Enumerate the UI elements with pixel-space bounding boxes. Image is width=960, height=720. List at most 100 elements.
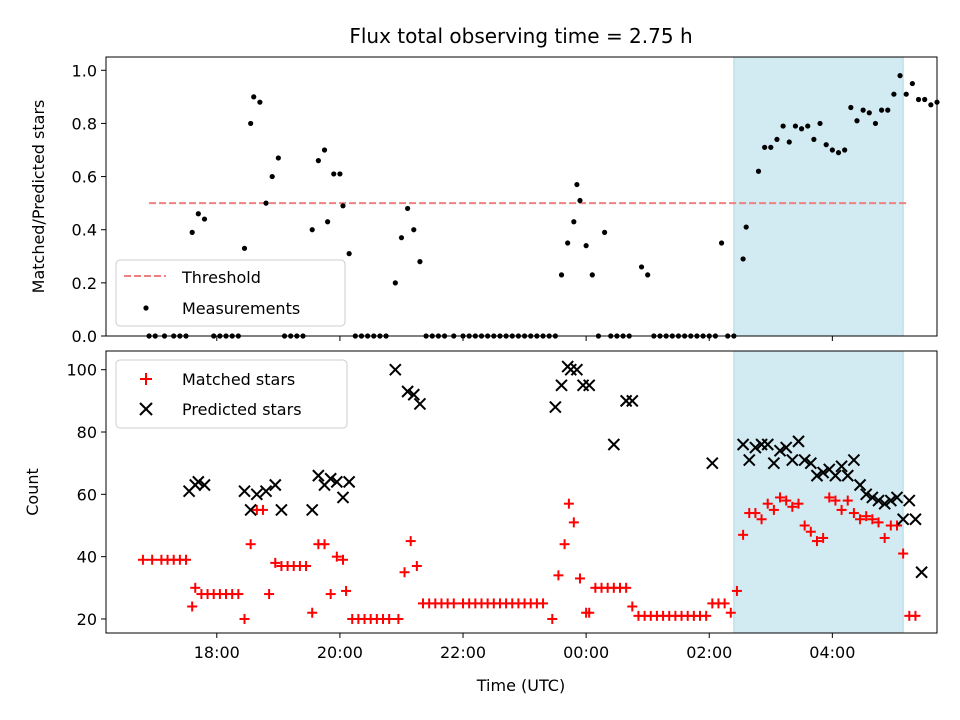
matched-star-point (793, 498, 804, 509)
matched-star-point (811, 536, 822, 547)
matched-star-point (538, 598, 549, 609)
matched-star-point (319, 539, 330, 550)
measurement-point (340, 203, 346, 209)
matched-star-point (762, 498, 773, 509)
predicted-star-point (810, 469, 824, 482)
matched-star-point (855, 514, 866, 525)
bottom-y-ticks: 20 40 60 80 100 (66, 361, 106, 629)
predicted-star-point (607, 438, 621, 451)
predicted-star-point (576, 379, 590, 392)
top-panel: 0.0 0.2 0.4 0.6 0.8 1.0 Matched/Predicted sta… (29, 56, 940, 346)
matched-star-point (879, 532, 890, 543)
bottom-y-tick-label: 40 (77, 548, 97, 567)
predicted-star-point (736, 438, 750, 451)
x-tick-label: 02:00 (686, 643, 732, 662)
predicted-star-point (324, 472, 337, 485)
predicted-star-point (238, 485, 251, 498)
measurement-point (577, 197, 583, 204)
top-x-ticks (216, 336, 833, 341)
predicted-star-point (860, 488, 873, 501)
matched-star-point (836, 504, 847, 515)
matched-star-point (559, 539, 570, 550)
predicted-star-point (749, 441, 762, 454)
matched-star-point (245, 539, 256, 550)
top-highlight-span (733, 56, 904, 337)
measurement-point (823, 142, 829, 148)
predicted-star-point (244, 503, 257, 517)
matched-star-point (818, 532, 829, 543)
measurement-point (241, 245, 248, 251)
measurement-point (411, 227, 417, 233)
matched-star-point (867, 514, 878, 525)
matched-star-point (341, 585, 352, 596)
matched-star-point (563, 498, 574, 509)
predicted-star-point (835, 460, 848, 473)
predicted-star-point (909, 513, 922, 526)
legend-matched-label: Matched stars (182, 370, 295, 389)
predicted-star-point (312, 469, 325, 482)
measurement-point (583, 243, 589, 249)
x-tick-label: 18:00 (194, 643, 240, 662)
measurement-point (325, 219, 331, 225)
chart-title: Flux total observing time = 2.75 h (349, 24, 692, 48)
top-y-tick-label: 0.2 (72, 274, 97, 293)
matched-star-point (325, 589, 336, 600)
top-legend-box (115, 259, 346, 327)
bottom-y-tick-label: 80 (77, 423, 97, 442)
predicted-star-point (401, 385, 414, 398)
matched-star-point (775, 492, 786, 503)
top-y-tick-label: 0.4 (72, 221, 97, 240)
matched-star-point (805, 526, 816, 537)
measurement-point (854, 118, 860, 124)
matched-star-point (750, 508, 761, 519)
predicted-star-point (804, 456, 818, 470)
measurement-point (909, 80, 915, 87)
measurement-point (740, 256, 746, 262)
matched-star-point (405, 536, 416, 547)
measurement-point (269, 173, 275, 180)
matched-star-point (393, 613, 404, 624)
predicted-star-point (198, 478, 211, 492)
matched-star-point (627, 601, 638, 612)
matched-star-point (190, 582, 201, 593)
measurement-point (392, 280, 398, 286)
predicted-star-point (847, 453, 861, 467)
matched-star-point (233, 589, 244, 600)
matched-star-point (568, 517, 579, 528)
measurement-point (755, 168, 762, 174)
top-y-axis-label: Matched/Predicted stars (29, 100, 48, 294)
measurement-point (743, 224, 749, 230)
predicted-star-point (306, 503, 319, 517)
bottom-y-tick-label: 100 (66, 361, 97, 380)
top-legend: Threshold Measurements (115, 259, 346, 327)
predicted-star-point (269, 478, 282, 492)
x-axis-label: Time (UTC) (476, 676, 565, 695)
predicted-star-point (413, 397, 427, 411)
predicted-star-point (336, 491, 350, 504)
measurement-point (189, 229, 195, 235)
matched-star-point (799, 520, 810, 531)
matched-star-point (399, 567, 410, 578)
bottom-axes-frame (105, 350, 938, 634)
predicted-star-point (903, 494, 916, 507)
matched-star-point (719, 598, 730, 609)
predicted-star-point (915, 566, 928, 579)
predicted-star-point (786, 453, 799, 467)
measurement-point (817, 120, 823, 127)
matched-star-point (448, 598, 459, 609)
measurement-point (275, 155, 281, 161)
legend-matched-swatch (140, 373, 152, 385)
measurement-point (309, 227, 315, 233)
matched-star-point (307, 607, 318, 618)
measurement-point (589, 272, 595, 278)
measurement-point (398, 235, 405, 241)
matched-star-point (181, 554, 192, 565)
measurement-point (762, 144, 768, 150)
matched-star-point (411, 561, 422, 572)
measurement-point (903, 91, 909, 97)
measurement-point (891, 91, 897, 97)
predicted-star-point (816, 466, 830, 479)
measurement-point (842, 147, 848, 153)
matched-star-point (547, 613, 558, 624)
measurement-point (872, 120, 879, 127)
